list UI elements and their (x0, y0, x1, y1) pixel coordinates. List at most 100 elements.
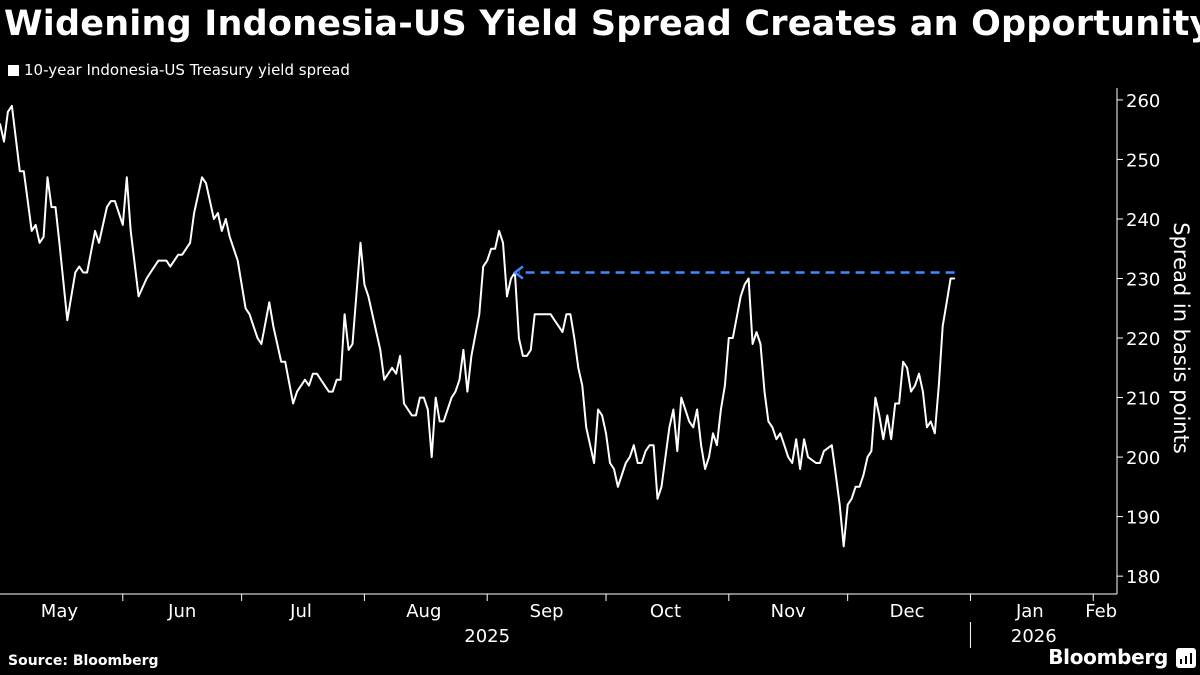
data-point (748, 277, 750, 280)
data-point (347, 349, 350, 351)
data-point (740, 295, 742, 297)
data-point (336, 379, 338, 381)
data-point (585, 426, 587, 428)
source-note: Source: Bloomberg (8, 653, 159, 669)
month-label: Sep (530, 601, 564, 622)
data-point (668, 426, 671, 428)
data-point (419, 396, 421, 399)
data-point (835, 474, 837, 476)
data-point (732, 337, 734, 339)
y-tick-label: 220 (1126, 329, 1160, 350)
data-point (672, 408, 674, 411)
year-label: 2026 (1011, 626, 1057, 647)
data-point (791, 462, 793, 464)
data-point (221, 230, 223, 232)
data-point (522, 355, 524, 357)
data-point (431, 456, 433, 458)
data-point (138, 295, 140, 297)
data-point (946, 301, 948, 303)
data-point (906, 367, 908, 369)
data-point (292, 402, 294, 405)
data-point (953, 277, 956, 280)
data-point (82, 271, 84, 274)
y-axis-title: Spread in basis points (1169, 222, 1193, 454)
data-point (641, 462, 643, 464)
data-point (256, 337, 259, 339)
data-point (870, 450, 873, 452)
data-point (494, 248, 496, 250)
data-point (35, 224, 37, 226)
data-point (169, 265, 171, 268)
data-point (157, 260, 160, 262)
y-tick-label: 230 (1126, 269, 1160, 290)
data-point (126, 176, 128, 178)
data-point (272, 325, 274, 327)
data-point (819, 462, 821, 464)
data-point (237, 260, 239, 262)
data-point (851, 498, 853, 500)
data-point (462, 349, 465, 351)
data-point (324, 385, 326, 387)
month-label: Jun (167, 601, 196, 622)
data-point (526, 355, 528, 357)
data-point (308, 385, 310, 387)
data-point (862, 474, 865, 476)
data-point (680, 396, 682, 399)
month-label: Nov (771, 601, 806, 622)
data-point (593, 462, 595, 464)
data-point (890, 438, 892, 440)
data-point (918, 373, 920, 375)
data-point (942, 325, 944, 327)
data-point (490, 248, 492, 250)
data-point (7, 111, 9, 113)
data-point (684, 408, 686, 411)
data-point (280, 361, 282, 363)
data-point (633, 444, 635, 446)
y-tick-label: 180 (1126, 567, 1160, 588)
data-point (700, 444, 702, 446)
data-point (767, 420, 770, 422)
data-point (898, 402, 900, 405)
data-point (815, 462, 817, 464)
data-point (225, 218, 227, 220)
data-point (367, 295, 369, 297)
data-point (696, 408, 698, 411)
data-point (629, 456, 631, 458)
data-point (831, 444, 833, 446)
data-point (763, 391, 766, 393)
data-point (704, 468, 706, 470)
data-point (122, 224, 124, 226)
data-point (50, 206, 53, 208)
data-point (284, 361, 286, 363)
data-point (344, 313, 346, 315)
data-point (403, 402, 405, 405)
data-point (565, 313, 568, 315)
data-point (446, 408, 449, 411)
series-line (0, 104, 955, 548)
data-point (510, 277, 512, 280)
data-point (411, 414, 413, 417)
data-point (724, 385, 726, 387)
y-tick-label: 240 (1126, 210, 1160, 231)
data-point (19, 170, 21, 172)
data-point (435, 396, 437, 399)
data-point (193, 212, 195, 214)
data-point (443, 420, 445, 422)
data-point (755, 331, 758, 333)
data-point (938, 385, 940, 387)
data-point (934, 432, 936, 434)
data-point (866, 456, 869, 458)
data-point (98, 242, 100, 244)
data-point (617, 486, 619, 488)
data-point (11, 105, 13, 107)
data-point (910, 391, 912, 393)
data-point (922, 391, 924, 393)
data-point (486, 260, 488, 262)
data-point (351, 343, 354, 345)
data-point (878, 414, 880, 417)
data-point (874, 396, 876, 399)
data-point (296, 391, 298, 393)
data-point (775, 438, 777, 440)
data-point (466, 391, 468, 393)
data-point (609, 462, 611, 464)
